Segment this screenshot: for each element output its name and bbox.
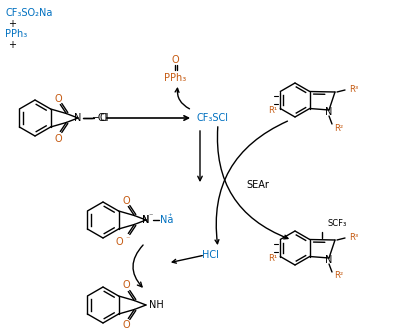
Text: O: O xyxy=(122,321,130,331)
Text: R³: R³ xyxy=(349,232,358,241)
Text: O: O xyxy=(171,55,179,65)
Text: SEAr: SEAr xyxy=(246,180,269,190)
Text: R³: R³ xyxy=(349,85,358,94)
Text: O: O xyxy=(55,134,62,144)
Text: O: O xyxy=(55,94,62,104)
Text: N: N xyxy=(142,215,150,225)
Text: Cl: Cl xyxy=(99,113,109,123)
Text: O: O xyxy=(122,281,130,291)
Text: ⁻: ⁻ xyxy=(149,211,153,220)
Text: O: O xyxy=(122,195,130,205)
Text: O: O xyxy=(116,236,123,246)
Text: R¹: R¹ xyxy=(268,254,277,263)
Text: +: + xyxy=(8,19,16,29)
Text: Na: Na xyxy=(160,215,173,225)
Text: ⁻: ⁻ xyxy=(125,234,129,243)
Text: PPh₃: PPh₃ xyxy=(5,29,27,39)
Text: CF₃SCl: CF₃SCl xyxy=(196,113,228,123)
Text: SCF₃: SCF₃ xyxy=(327,219,347,228)
Text: N: N xyxy=(74,113,82,123)
Text: R²: R² xyxy=(334,272,343,281)
Text: R²: R² xyxy=(334,124,343,133)
Text: PPh₃: PPh₃ xyxy=(164,73,186,83)
Text: N: N xyxy=(325,255,333,265)
Text: NH: NH xyxy=(149,300,164,310)
Text: N: N xyxy=(142,215,150,225)
Text: R¹: R¹ xyxy=(268,106,277,115)
Text: HCl: HCl xyxy=(202,250,218,260)
Text: +: + xyxy=(8,40,16,50)
Text: ⁺: ⁺ xyxy=(168,211,172,220)
Text: N: N xyxy=(325,107,333,117)
Text: CF₃SO₂Na: CF₃SO₂Na xyxy=(5,8,52,18)
Text: ─Cl: ─Cl xyxy=(92,113,107,123)
